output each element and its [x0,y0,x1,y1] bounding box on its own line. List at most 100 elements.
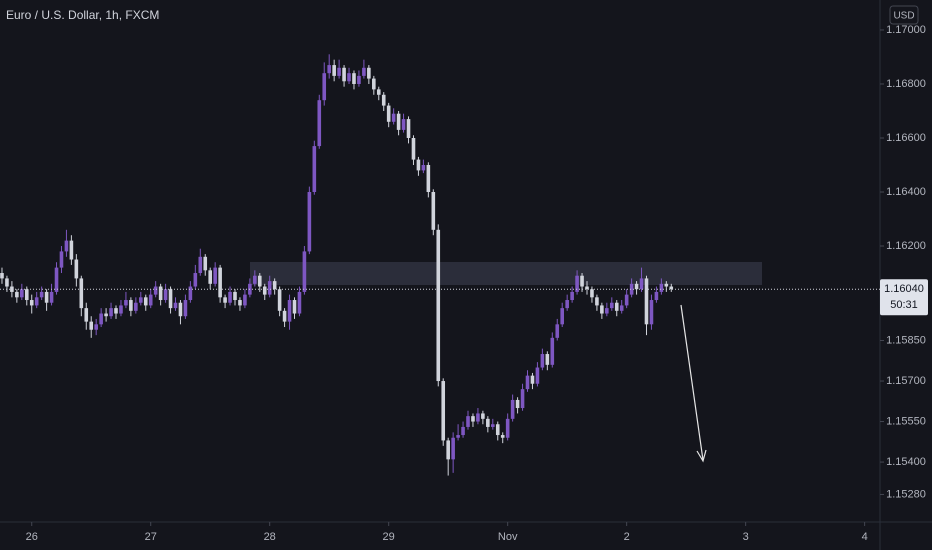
candle-body [322,73,327,101]
candle-body [243,294,247,306]
candle-body [163,289,168,301]
candle-body [74,259,79,279]
candle-body [471,416,475,422]
x-tick-label: 26 [26,531,38,543]
candle-body [386,105,391,122]
candle-body [426,164,431,193]
candle-body [391,113,396,122]
candle-body [139,297,143,303]
candle-body [515,399,520,409]
candle-body [590,289,594,298]
candle-body [253,275,257,284]
candle-body [69,240,74,260]
candle-body [188,286,193,301]
candle-body [213,267,217,284]
candle-body [337,67,341,76]
candle-body [476,413,480,422]
candle-body [312,146,317,193]
candle-body [183,300,188,317]
candle-body [208,270,213,284]
candle-body [134,302,138,311]
candle-body [168,289,173,309]
last-price-label: 1.16040 [884,283,924,295]
y-tick-label: 1.15400 [886,456,926,468]
candle-body [119,305,123,314]
candle-body [307,192,312,252]
candle-body [352,73,356,84]
candle-body [34,297,39,306]
y-tick-label: 1.16400 [886,186,926,198]
candle-body [634,283,639,290]
candle-body [456,435,460,438]
candle-body [595,297,599,306]
candle-body [510,399,515,419]
x-tick-label: 2 [624,531,630,543]
candle-body [44,291,49,303]
candle-body [10,286,14,292]
candle-body [624,294,629,306]
candle-body [198,256,203,274]
x-tick-label: 28 [264,531,276,543]
candle-body [406,119,411,138]
x-tick-label: 29 [383,531,395,543]
candle-body [416,159,421,171]
candle-body [0,273,4,279]
candle-body [223,297,227,303]
candle-body [79,278,84,309]
candle-body [317,100,322,147]
candle-body [495,424,500,436]
candle-body [555,324,560,338]
candle-body [257,275,262,287]
candle-body [600,305,604,314]
candle-body [178,302,183,317]
candle-body [104,313,108,317]
candle-body [29,300,34,306]
candle-body [619,305,624,311]
candle-body [664,283,669,287]
x-tick-label: 3 [743,531,749,543]
candle-body [24,289,29,301]
candle-body [411,137,416,160]
candle-body [525,375,530,390]
candle-body [203,256,208,271]
candle-body [59,251,64,268]
y-tick-label: 1.15280 [886,488,926,500]
candle-body [54,267,59,292]
y-tick-label: 1.15850 [886,334,926,346]
candle-body [570,291,574,301]
candle-body [342,67,346,82]
candle-body [193,273,198,287]
candle-body [505,418,510,438]
chart-title: Euro / U.S. Dollar, 1h, FXCM [6,8,159,22]
candle-body [500,435,505,438]
y-tick-label: 1.16800 [886,78,926,90]
candle-body [381,94,386,106]
candle-body [233,291,237,301]
candle-body [466,416,470,427]
candle-body [669,286,674,290]
last-price: 1.16040 50:31 [0,279,928,316]
y-tick-label: 1.15700 [886,375,926,387]
candle-body [218,267,222,298]
candle-body [327,65,331,74]
y-tick-label: 1.16600 [886,132,926,144]
candle-body [158,286,163,301]
last-price-box [880,279,928,316]
candle-body [282,310,287,322]
x-tick-label: 4 [862,531,868,543]
candle-body [535,367,540,384]
candle-body [367,67,371,79]
candle-body [491,424,495,427]
candle-body [486,418,490,427]
candle-body [64,240,69,252]
candle-body [143,297,148,306]
candle-body [148,294,153,306]
candle-body [347,73,351,82]
candle-body [109,308,113,317]
candle-body [436,229,441,382]
candle-body [362,67,366,76]
candle-body [84,308,89,322]
candle-body [153,286,158,295]
candle-body [575,275,579,292]
